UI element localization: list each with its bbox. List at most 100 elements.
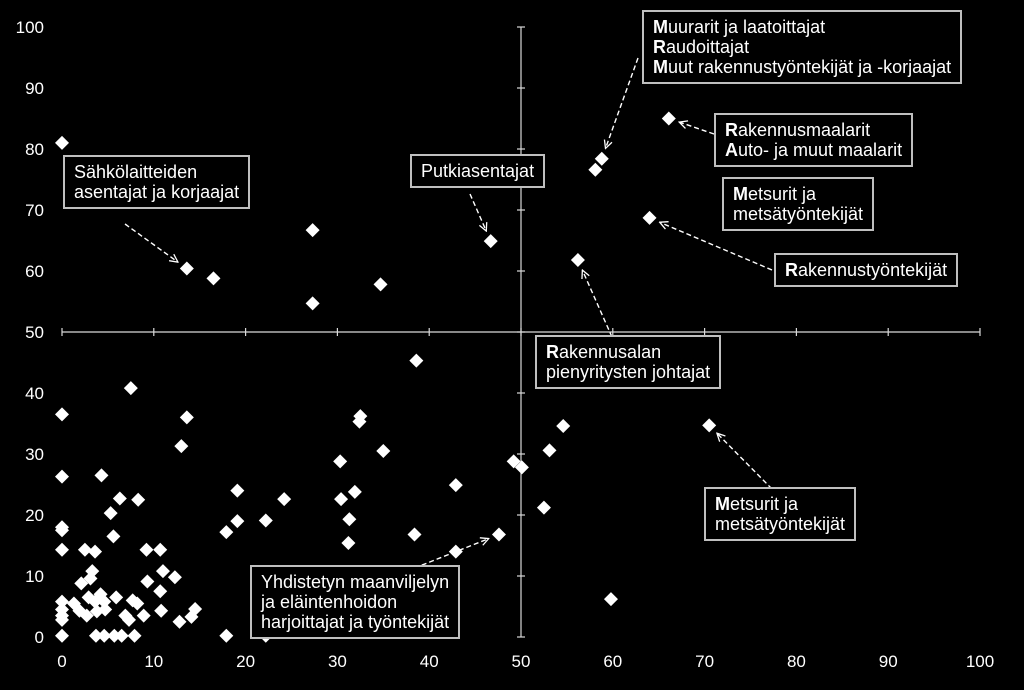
annotation-callout: Rakennusalan pienyritysten johtajat (535, 335, 722, 389)
data-point (55, 542, 69, 557)
data-point (556, 418, 571, 433)
callout-text: harjoittajat ja työntekijät (261, 612, 450, 632)
data-point (407, 527, 422, 542)
data-point (94, 468, 109, 483)
callout-text: asentajat ja korjaajat (74, 182, 240, 202)
data-point (514, 460, 529, 475)
annotation-arrow (469, 193, 486, 231)
x-tick-label: 20 (236, 652, 255, 671)
data-point (55, 407, 69, 422)
callout-line: Muurarit ja laatoittajat (653, 17, 951, 37)
callout-line: pienyritysten johtajat (546, 362, 710, 382)
data-point (376, 443, 391, 458)
data-point (55, 628, 69, 643)
callout-line: metsätyöntekijät (715, 514, 845, 534)
annotation-arrow (717, 433, 773, 490)
data-point (373, 277, 388, 292)
data-point (122, 612, 137, 627)
callout-text: Putkiasentajat (421, 161, 535, 181)
data-point (342, 512, 357, 527)
data-point (536, 500, 551, 515)
y-tick-label: 60 (25, 262, 44, 281)
data-point (188, 601, 203, 616)
data-point (155, 564, 170, 579)
callout-line: Metsurit ja (715, 494, 845, 514)
callout-initial: M (653, 17, 668, 37)
data-point (114, 628, 129, 643)
annotation-arrow (606, 57, 639, 148)
callout-line: Sähkölaitteiden (74, 162, 239, 182)
y-tick-label: 100 (16, 18, 44, 37)
callout-text: uut rakennustyöntekijät ja -korjaajat (668, 57, 952, 77)
data-point (130, 596, 145, 611)
data-point (107, 628, 122, 643)
y-tick-label: 20 (25, 506, 44, 525)
callout-line: Raudoittajat (653, 37, 951, 57)
data-point (409, 353, 424, 368)
data-point (55, 523, 69, 538)
x-tick-label: 10 (144, 652, 163, 671)
y-tick-label: 0 (35, 628, 44, 647)
data-point (353, 409, 368, 424)
data-point (333, 454, 348, 469)
callout-text: pienyritysten johtajat (546, 362, 711, 382)
callout-text: akennustyöntekijät (798, 260, 948, 280)
data-point (98, 602, 113, 617)
callout-text: akennusalan (559, 342, 662, 362)
data-point (55, 469, 69, 484)
annotation-callout: Muurarit ja laatoittajat Raudoittajat Muut… (642, 10, 963, 84)
data-point (219, 628, 234, 643)
callout-text: etsurit ja (748, 184, 817, 204)
data-point (172, 614, 187, 629)
callout-text: metsätyöntekijät (733, 204, 864, 224)
data-point (167, 570, 182, 585)
callout-text: Sähkölaitteiden (74, 162, 198, 182)
callout-text: uto- ja muut maalarit (738, 140, 903, 160)
chart-axes (61, 26, 981, 638)
data-point (230, 483, 245, 498)
callout-text: uurarit ja laatoittajat (668, 17, 826, 37)
callout-text: audoittajat (666, 37, 750, 57)
data-point (55, 135, 69, 150)
data-point (127, 628, 142, 643)
data-point (588, 162, 603, 177)
data-point (74, 576, 89, 591)
callout-line: Muut rakennustyöntekijät ja -korjaajat (653, 57, 951, 77)
annotation-arrow (660, 222, 773, 271)
data-point (154, 603, 169, 618)
data-point (491, 527, 506, 542)
callout-initial: R (785, 260, 798, 280)
callout-initial: R (725, 120, 738, 140)
data-point (139, 542, 154, 557)
callout-line: Rakennusalan (546, 342, 710, 362)
annotation-callout: Sähkölaitteiden asentajat ja korjaajat (63, 155, 251, 209)
data-point (112, 491, 127, 506)
data-point (661, 111, 676, 126)
annotation-callout: Metsurit ja metsätyöntekijät (704, 487, 857, 541)
y-tick-label: 80 (25, 140, 44, 159)
callout-initial: R (546, 342, 559, 362)
callout-text: etsurit ja (730, 494, 799, 514)
callout-initial: M (715, 494, 730, 514)
data-point (642, 210, 657, 225)
data-point (506, 454, 521, 469)
data-point (230, 514, 245, 529)
callout-initial: M (653, 57, 668, 77)
data-point (123, 381, 138, 396)
data-point (131, 492, 146, 507)
callout-line: Rakennustyöntekijät (785, 260, 947, 280)
data-point (103, 506, 118, 521)
data-point (77, 542, 92, 557)
y-tick-label: 40 (25, 384, 44, 403)
x-tick-label: 50 (512, 652, 531, 671)
x-tick-label: 70 (695, 652, 714, 671)
x-tick-label: 80 (787, 652, 806, 671)
x-tick-label: 90 (879, 652, 898, 671)
data-point (97, 594, 112, 609)
annotation-callout: Putkiasentajat (410, 154, 546, 188)
annotation-arrow (679, 122, 715, 135)
annotation-callout: Metsurit ja metsätyöntekijät (722, 177, 875, 231)
data-point (153, 584, 168, 599)
data-point (305, 223, 320, 238)
